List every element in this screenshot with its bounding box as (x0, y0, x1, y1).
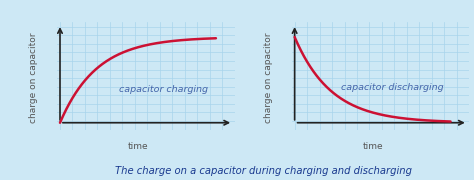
Text: The charge on a capacitor during charging and discharging: The charge on a capacitor during chargin… (115, 166, 411, 176)
Text: time: time (362, 142, 383, 151)
Text: capacitor charging: capacitor charging (119, 85, 208, 94)
Text: charge on capacitor: charge on capacitor (264, 33, 273, 123)
Text: time: time (128, 142, 148, 151)
Text: charge on capacitor: charge on capacitor (29, 33, 38, 123)
Text: capacitor discharging: capacitor discharging (341, 83, 444, 92)
